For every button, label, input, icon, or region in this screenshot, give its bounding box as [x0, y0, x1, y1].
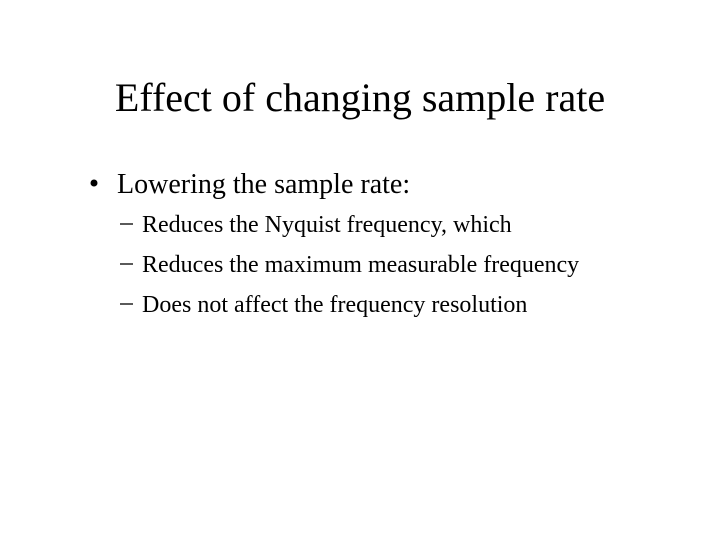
- subitem-text: Reduces the maximum measurable frequency: [142, 252, 579, 278]
- bullet-marker: [90, 179, 98, 187]
- subitem-text: Does not affect the frequency resolution: [142, 292, 527, 318]
- slide-title: Effect of changing sample rate: [115, 75, 605, 120]
- subitem-text: Reduces the Nyquist frequency, which: [142, 212, 512, 238]
- bullet-text: Lowering the sample rate:: [117, 169, 410, 200]
